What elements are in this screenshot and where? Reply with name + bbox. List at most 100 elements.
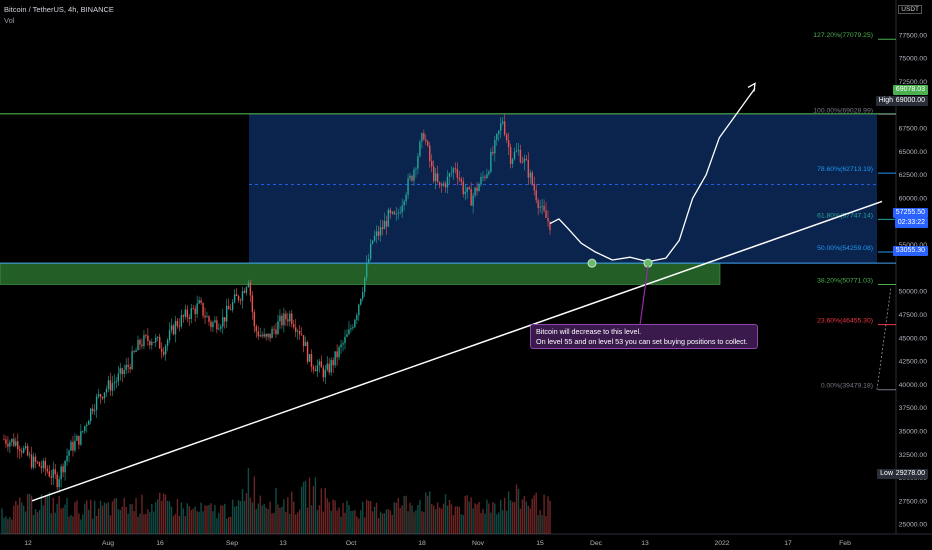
price-tick-13: 37500.00	[899, 405, 928, 412]
volume-bar	[117, 509, 120, 534]
volume-bar	[415, 510, 417, 534]
candle-body	[391, 211, 394, 214]
volume-bar	[127, 513, 129, 534]
volume-bar	[529, 508, 531, 534]
candle-body	[74, 440, 76, 451]
volume-bar	[387, 509, 390, 534]
time-tick-7: Nov	[472, 540, 485, 547]
candle-body	[15, 441, 17, 446]
candle-body	[379, 227, 382, 236]
candle-body	[149, 341, 151, 346]
volume-bar	[336, 510, 338, 534]
candle-body	[448, 173, 451, 177]
volume-bar	[360, 510, 362, 534]
volume-bar	[515, 484, 518, 534]
annotation-callout[interactable]: Bitcoin will decrease to this level. On …	[530, 324, 758, 349]
volume-bar	[456, 506, 459, 534]
volume-bar	[168, 501, 171, 534]
volume-bar	[176, 499, 179, 534]
candle-body	[99, 394, 102, 397]
candle-body	[409, 175, 411, 179]
volume-bar	[365, 499, 368, 534]
volume-bar	[454, 506, 457, 534]
volume-bar	[109, 515, 112, 534]
candle-body	[103, 392, 106, 399]
volume-bar	[133, 511, 135, 534]
forecast-path	[549, 88, 756, 263]
candle-body	[460, 178, 462, 182]
trendline	[31, 200, 883, 502]
volume-bar	[5, 516, 7, 534]
annotation-line-2: On level 55 and on level 53 you can set …	[536, 336, 748, 346]
volume-bar	[302, 481, 305, 534]
candle-body	[184, 309, 187, 317]
candle-body	[93, 410, 96, 412]
candle-body	[494, 139, 496, 154]
volume-label[interactable]: Vol	[4, 16, 15, 25]
volume-bar	[525, 501, 528, 534]
candle-body	[19, 449, 21, 451]
volume-bar	[277, 504, 279, 534]
candle-body	[48, 471, 51, 477]
candle-body	[442, 183, 445, 186]
volume-bar	[328, 501, 330, 534]
candle-body	[153, 341, 155, 343]
volume-bar	[429, 491, 431, 534]
candle-body	[531, 172, 533, 184]
fib-label-5: 38.20%(50771.03)	[817, 277, 873, 284]
volume-bar	[101, 505, 104, 534]
volume-bar	[206, 505, 208, 534]
volume-bar	[549, 500, 551, 534]
price-tick-2: 72500.00	[899, 79, 928, 86]
volume-bar	[397, 497, 399, 534]
price-tick-0: 77500.00	[899, 32, 928, 39]
candle-body	[267, 333, 269, 337]
candle-body	[454, 168, 457, 170]
candle-body	[436, 173, 439, 182]
candle-body	[26, 446, 29, 456]
candle-body	[369, 243, 372, 259]
candle-body	[133, 351, 135, 352]
candle-body	[95, 396, 98, 411]
volume-bar	[490, 512, 492, 534]
candle-body	[373, 236, 376, 241]
high-price-tag: 69078.03	[892, 85, 928, 95]
volume-bar	[208, 504, 210, 534]
candle-body	[224, 317, 226, 322]
candle-body	[9, 442, 11, 447]
volume-bar	[352, 510, 354, 534]
candle-body	[50, 476, 52, 478]
candle-body	[399, 212, 401, 214]
volume-bar	[306, 507, 309, 534]
candle-body	[78, 435, 80, 445]
volume-bar	[36, 512, 39, 534]
volume-bar	[358, 518, 360, 534]
volume-bar	[523, 495, 526, 534]
candle-body	[293, 324, 295, 328]
volume-bar	[509, 500, 512, 534]
symbol-title[interactable]: Bitcoin / TetherUS, 4h, BINANCE	[4, 5, 114, 14]
volume-bar	[541, 515, 543, 534]
price-tick-5: 62500.00	[899, 172, 928, 179]
volume-bar	[296, 512, 299, 534]
volume-bar	[15, 501, 17, 534]
candle-body	[501, 121, 504, 124]
currency-badge[interactable]: USDT	[898, 5, 922, 14]
volume-bar	[153, 511, 155, 534]
volume-bar	[381, 513, 384, 534]
candle-body	[385, 220, 388, 227]
volume-bar	[364, 517, 366, 534]
time-tick-3: Sep	[226, 540, 238, 547]
volume-bar	[186, 503, 188, 534]
candle-body	[275, 329, 277, 335]
volume-bar	[501, 510, 504, 534]
candle-body	[168, 330, 171, 340]
candle-body	[415, 168, 417, 170]
volume-bar	[155, 502, 157, 534]
volume-bar	[198, 511, 200, 534]
candle-body	[226, 306, 228, 322]
candle-body	[119, 368, 121, 374]
candle-body	[468, 187, 470, 190]
volume-bar	[216, 518, 218, 534]
